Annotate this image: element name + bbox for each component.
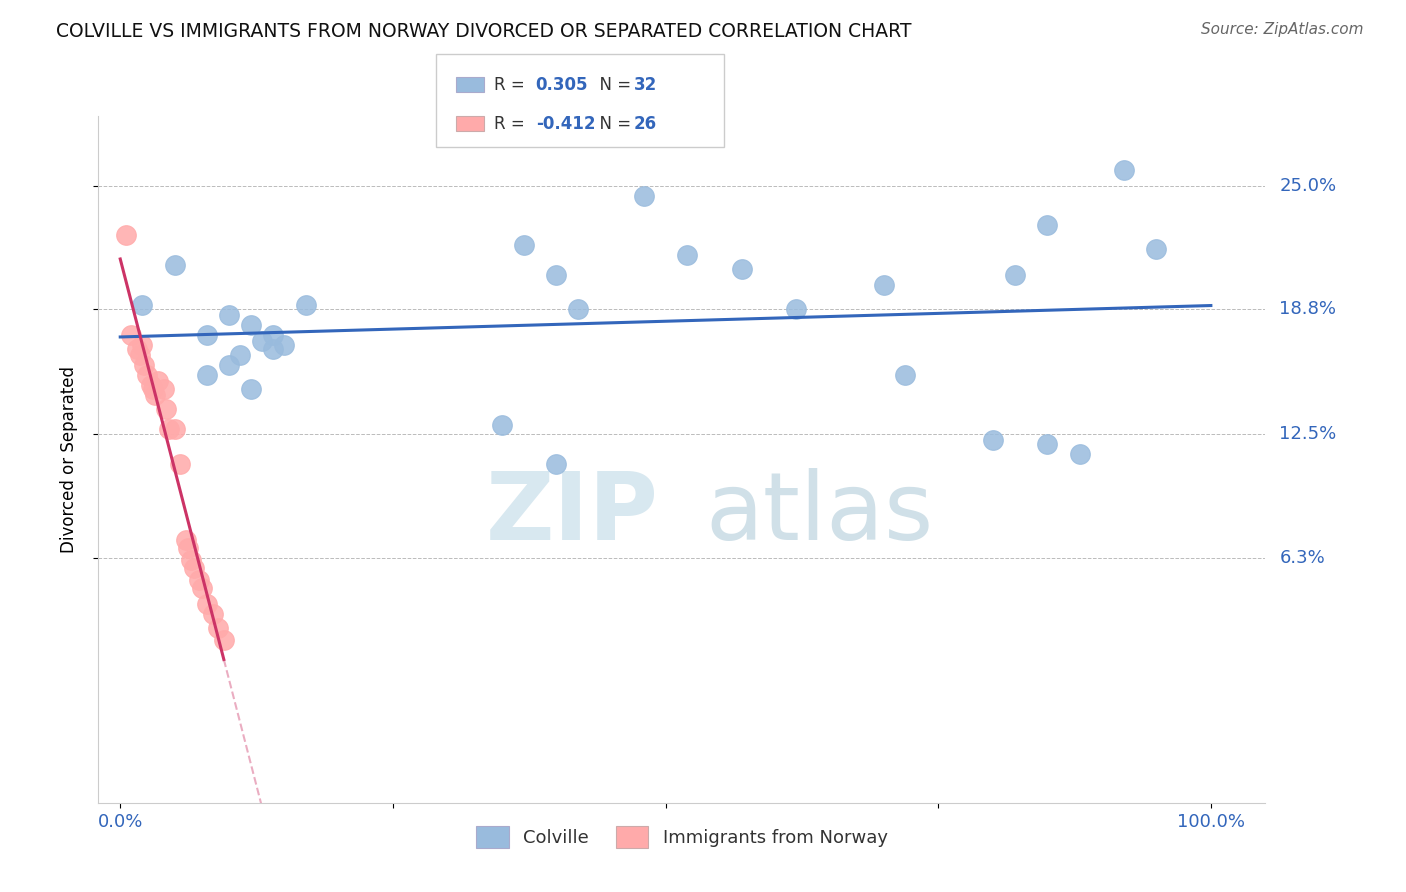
Point xyxy=(1036,219,1059,233)
Point xyxy=(513,238,536,252)
Point xyxy=(546,268,568,283)
Point xyxy=(981,434,1004,448)
Text: ZIP: ZIP xyxy=(485,468,658,560)
Point xyxy=(1004,268,1026,283)
Point xyxy=(894,368,917,382)
Point xyxy=(177,541,200,555)
Point xyxy=(633,188,655,202)
Text: R =: R = xyxy=(494,76,530,94)
Point xyxy=(128,348,150,362)
Point xyxy=(218,358,240,372)
Point xyxy=(240,382,263,396)
Point xyxy=(180,553,202,567)
Point xyxy=(148,374,170,388)
Point xyxy=(155,401,177,416)
Point xyxy=(873,278,896,293)
Point xyxy=(250,334,273,348)
Text: COLVILLE VS IMMIGRANTS FROM NORWAY DIVORCED OR SEPARATED CORRELATION CHART: COLVILLE VS IMMIGRANTS FROM NORWAY DIVOR… xyxy=(56,22,911,41)
Point xyxy=(136,368,159,382)
Point xyxy=(125,342,148,356)
Point xyxy=(676,248,699,262)
Point xyxy=(131,338,153,352)
Point xyxy=(114,228,136,243)
Point xyxy=(262,328,284,343)
Point xyxy=(183,561,205,575)
Point xyxy=(240,318,263,332)
Point xyxy=(142,382,165,396)
Text: atlas: atlas xyxy=(706,468,934,560)
Text: 26: 26 xyxy=(634,115,657,133)
Point xyxy=(120,328,142,343)
Text: R =: R = xyxy=(494,115,530,133)
Point xyxy=(197,597,219,611)
Point xyxy=(491,417,513,432)
Text: 25.0%: 25.0% xyxy=(1279,177,1337,194)
Y-axis label: Divorced or Separated: Divorced or Separated xyxy=(59,366,77,553)
Text: N =: N = xyxy=(589,115,637,133)
Point xyxy=(134,358,156,372)
Point xyxy=(294,298,316,312)
Text: 18.8%: 18.8% xyxy=(1279,300,1336,318)
Point xyxy=(174,533,197,547)
Text: 12.5%: 12.5% xyxy=(1279,425,1337,443)
Text: 32: 32 xyxy=(634,76,658,94)
Point xyxy=(218,308,240,322)
Point xyxy=(262,342,284,356)
Point xyxy=(731,262,754,277)
Point xyxy=(201,607,224,621)
Point xyxy=(273,338,295,352)
Point xyxy=(207,621,229,635)
Point xyxy=(785,301,807,316)
Point xyxy=(1144,243,1167,257)
Point xyxy=(187,573,209,587)
Point xyxy=(191,581,214,595)
Point xyxy=(212,632,235,647)
Point xyxy=(163,258,186,272)
Point xyxy=(163,421,186,435)
Point xyxy=(143,387,166,401)
Legend: Colville, Immigrants from Norway: Colville, Immigrants from Norway xyxy=(468,819,896,855)
Point xyxy=(131,298,153,312)
Text: Source: ZipAtlas.com: Source: ZipAtlas.com xyxy=(1201,22,1364,37)
Point xyxy=(197,328,219,343)
Text: 6.3%: 6.3% xyxy=(1279,549,1324,567)
Point xyxy=(153,382,176,396)
Point xyxy=(157,421,180,435)
Text: N =: N = xyxy=(589,76,637,94)
Point xyxy=(1069,447,1091,461)
Point xyxy=(229,348,252,362)
Point xyxy=(1036,437,1059,451)
Text: -0.412: -0.412 xyxy=(536,115,595,133)
Point xyxy=(169,458,191,472)
Point xyxy=(197,368,219,382)
Point xyxy=(546,458,568,472)
Point xyxy=(567,301,589,316)
Point xyxy=(1112,162,1135,177)
Text: 0.305: 0.305 xyxy=(536,76,588,94)
Point xyxy=(139,377,162,392)
